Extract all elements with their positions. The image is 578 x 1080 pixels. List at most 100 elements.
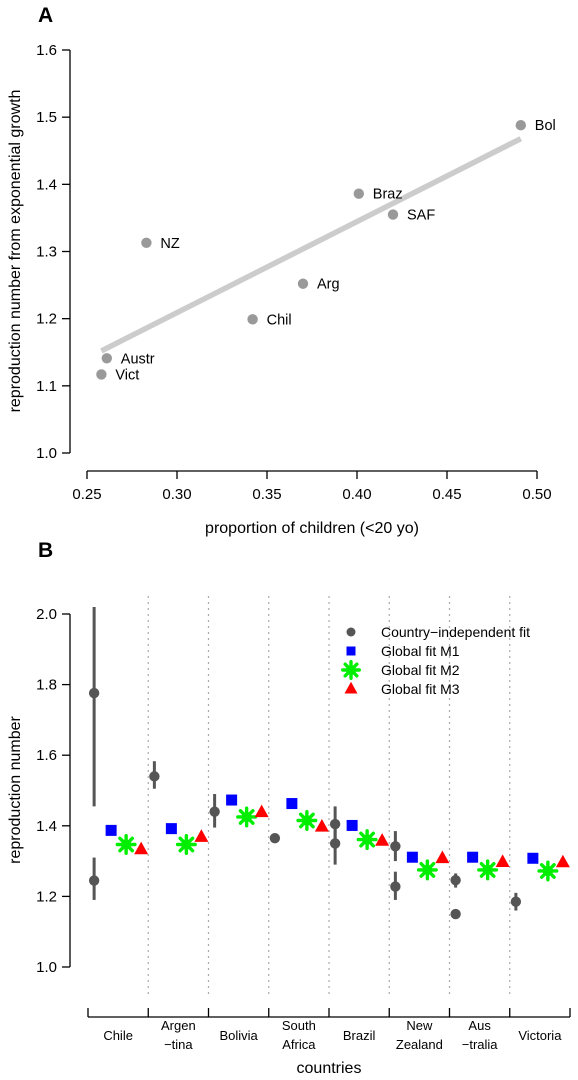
marker-square	[467, 851, 479, 863]
y-tick-label: 1.4	[36, 176, 57, 193]
x-tick-label: 0.40	[342, 486, 371, 503]
marker-square	[527, 852, 539, 864]
data-point	[269, 832, 281, 844]
data-point	[450, 908, 461, 920]
data-point	[209, 806, 220, 817]
marker-triangle	[314, 819, 329, 832]
data-point	[149, 771, 160, 782]
legend-entry: Global fit M2	[381, 662, 460, 678]
asterisk-spoke	[365, 831, 376, 842]
y-tick-label: 1.6	[36, 42, 57, 59]
data-point	[141, 237, 152, 248]
marker-triangle	[495, 854, 510, 867]
data-point	[101, 353, 113, 364]
data-point	[247, 314, 258, 325]
y-tick-label: 2.0	[36, 606, 57, 623]
marker-triangle	[134, 841, 149, 855]
y-tick-label: 1.0	[36, 959, 57, 976]
y-tick-label: 1.2	[36, 311, 57, 328]
marker-triangle	[555, 854, 570, 868]
panel-b-label: B	[38, 539, 53, 562]
point-label: NZ	[160, 236, 179, 252]
category-label: Aus	[468, 1018, 491, 1033]
asterisk-spoke	[349, 662, 359, 672]
panel-b: B 1.0 1.2 1.4 1.6 1.8 2.0 reproduction number Ch…	[7, 539, 571, 1077]
data-point	[515, 120, 526, 131]
x-tick-label: 0.35	[252, 486, 281, 503]
legend-marker	[346, 627, 356, 637]
x-axis-title: countries	[297, 1060, 362, 1077]
y-tick-label: 1.4	[36, 818, 57, 835]
point-label: Arg	[317, 277, 340, 293]
marker-square	[286, 798, 298, 810]
asterisk-spoke	[425, 862, 436, 872]
data-point	[297, 278, 309, 289]
marker-asterisk	[356, 829, 378, 851]
asterisk-spoke	[124, 836, 135, 847]
asterisk-spoke	[244, 809, 255, 819]
marker-asterisk	[175, 834, 197, 856]
x-tick-label: 0.45	[432, 486, 461, 503]
category-label: Bolivia	[219, 1028, 258, 1043]
y-tick-label: 1.1	[36, 378, 57, 395]
data-point	[390, 881, 401, 892]
marker-square	[346, 819, 358, 831]
x-axis-title: proportion of children (<20 yo)	[205, 520, 419, 537]
marker-triangle	[194, 829, 209, 842]
panel-a: A 1.0 1.1 1.2 1.3 1.4 1.5 1.6 reproduction numbe…	[7, 4, 556, 537]
point-label: Austr	[121, 351, 155, 367]
marker-asterisk	[296, 810, 318, 832]
data-point	[387, 209, 399, 220]
y-tick-label: 1.2	[36, 888, 57, 905]
y-tick-label: 1.3	[36, 244, 57, 261]
marker-square	[346, 646, 356, 656]
y-tick-label: 1.6	[36, 747, 57, 764]
category-label: Chile	[103, 1028, 133, 1043]
data-point	[510, 896, 522, 907]
asterisk-spoke	[305, 812, 315, 823]
marker-triangle	[344, 681, 358, 694]
legend-entry: Global fit M1	[381, 643, 460, 659]
x-tick-label: 0.30	[162, 486, 191, 503]
category-label: South	[282, 1018, 316, 1033]
x-tick-label: 0.50	[522, 486, 551, 503]
y-tick-label: 1.5	[36, 109, 57, 126]
point-label: Braz	[373, 187, 403, 203]
asterisk-spoke	[184, 836, 195, 847]
marker-square	[165, 823, 177, 835]
asterisk-spoke	[485, 862, 496, 872]
marker-asterisk	[115, 834, 137, 856]
data-point	[390, 841, 401, 852]
category-label: −tina	[164, 1037, 193, 1052]
marker-asterisk	[341, 660, 361, 680]
y-axis-title: reproduction number	[7, 716, 24, 864]
category-label: −tralia	[462, 1037, 499, 1052]
marker-triangle	[435, 850, 450, 864]
data-point	[450, 874, 461, 886]
data-point	[353, 188, 364, 199]
category-label: New	[406, 1018, 433, 1033]
data-point	[96, 369, 107, 380]
data-point	[329, 838, 341, 849]
legend-entry: Global fit M3	[381, 681, 460, 697]
x-tick-label: 0.25	[72, 486, 101, 503]
y-tick-label: 1.0	[36, 445, 57, 462]
marker-triangle	[254, 804, 269, 818]
point-label: Chil	[267, 312, 292, 328]
legend-entry: Country−independent fit	[381, 624, 530, 640]
point-label: Vict	[115, 367, 139, 383]
data-point	[88, 687, 100, 699]
regression-line	[100, 136, 523, 354]
category-label: Victoria	[518, 1028, 562, 1043]
marker-triangle	[375, 833, 390, 846]
marker-asterisk	[537, 860, 559, 882]
marker-square	[226, 794, 238, 806]
category-label: Africa	[282, 1037, 316, 1052]
point-label: Bol	[535, 118, 556, 134]
marker-square	[406, 851, 418, 863]
category-label: Zealand	[396, 1037, 443, 1052]
y-tick-label: 1.8	[36, 677, 57, 694]
data-point	[88, 875, 100, 886]
panel-a-label: A	[38, 4, 53, 27]
marker-asterisk	[236, 806, 258, 828]
